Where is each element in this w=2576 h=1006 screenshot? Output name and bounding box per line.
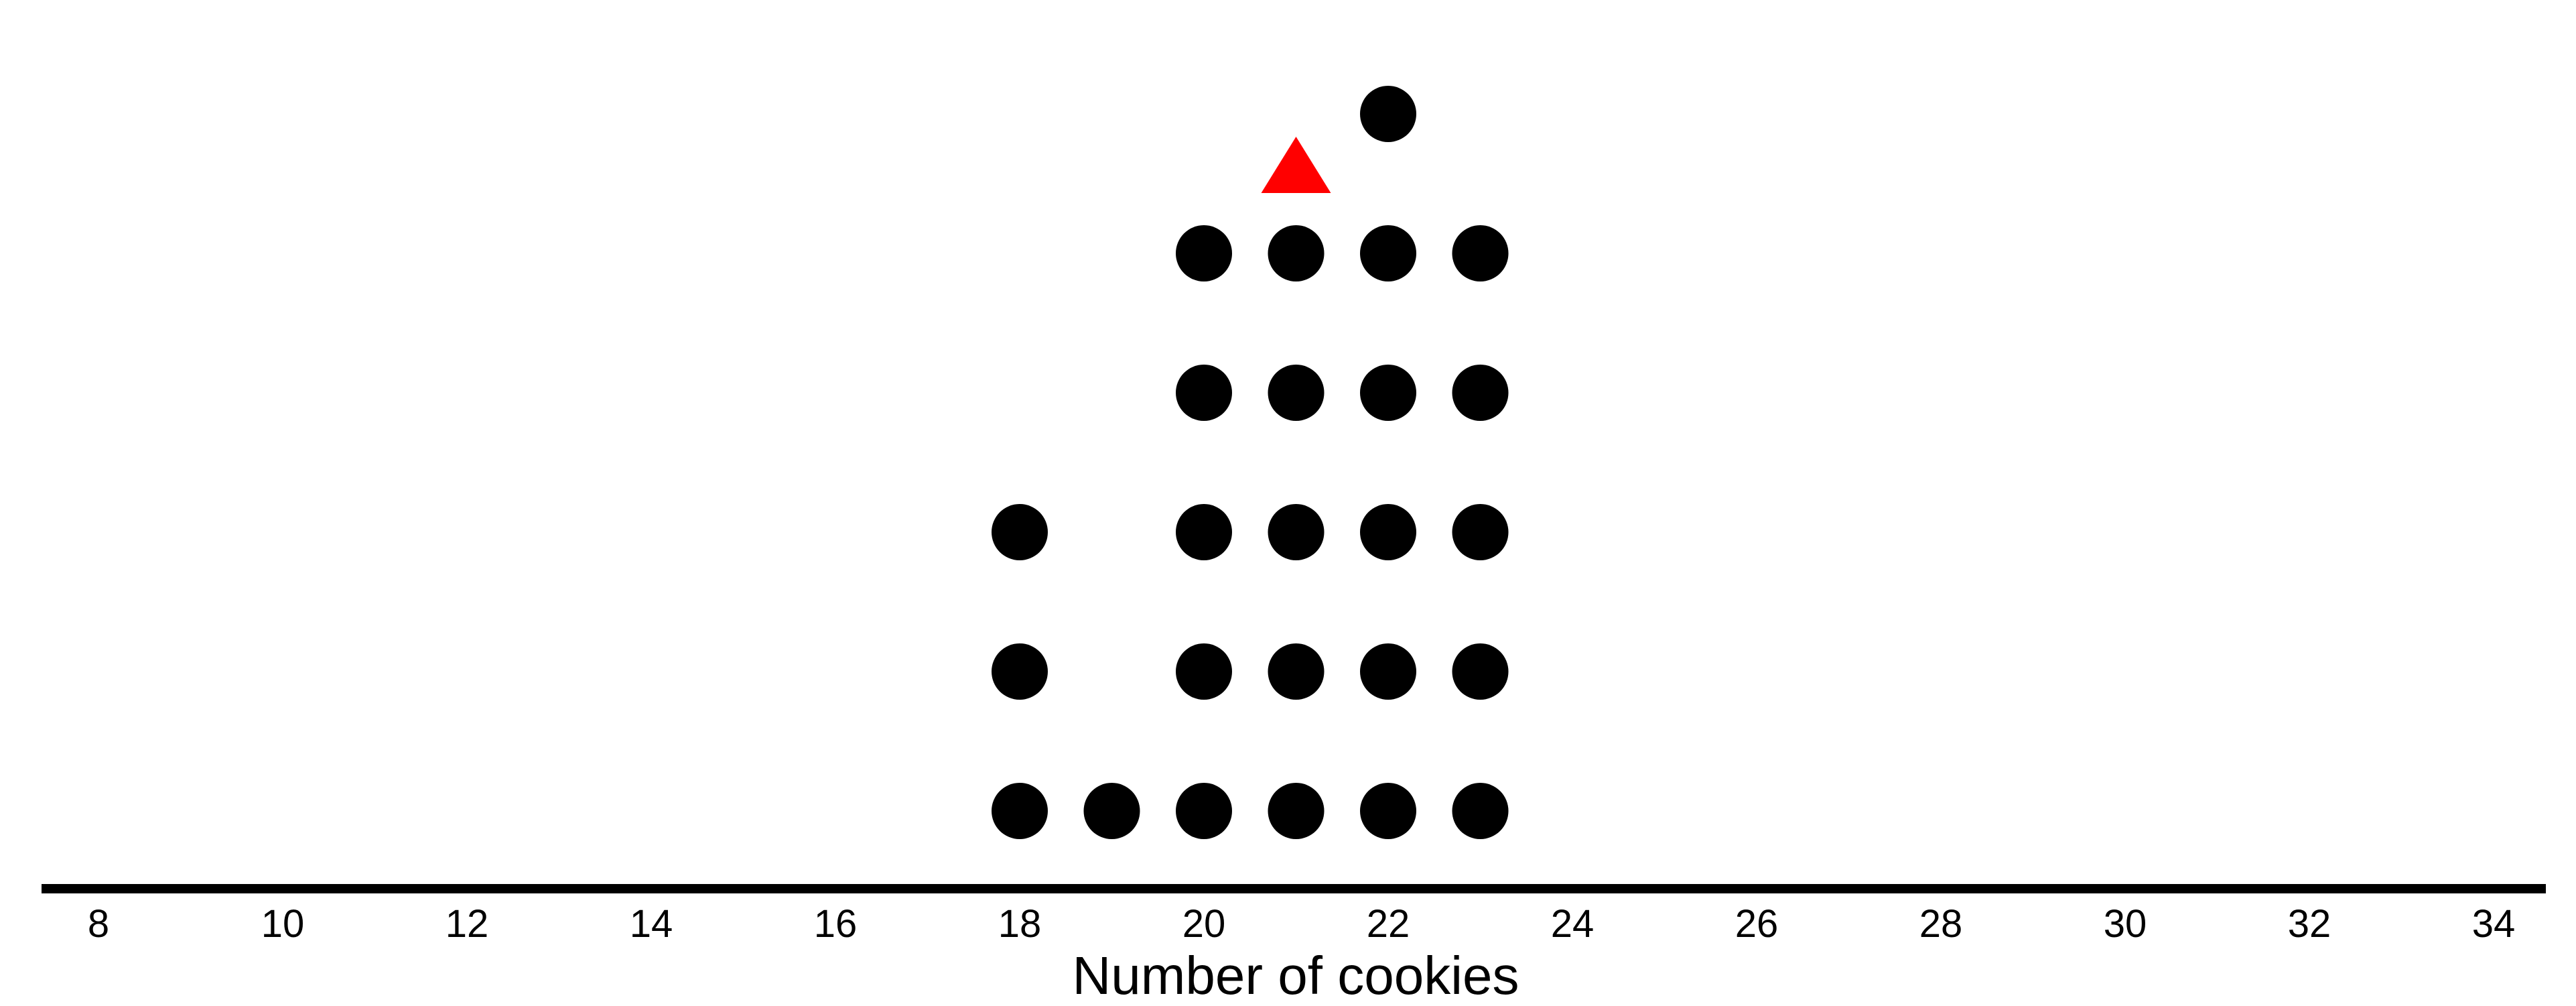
data-dot xyxy=(1360,225,1416,281)
x-tick-label: 34 xyxy=(2472,902,2516,946)
data-dot xyxy=(1268,643,1325,700)
x-tick-label: 8 xyxy=(88,902,109,946)
data-dot xyxy=(1268,504,1325,560)
x-axis-ticks: 8 10 12 14 16 18 20 22 24 26 28 30 32 34 xyxy=(88,902,2515,946)
data-dot xyxy=(1452,225,1509,281)
data-dot xyxy=(992,783,1048,839)
data-dot xyxy=(1268,225,1325,281)
data-dot xyxy=(1452,365,1509,421)
data-dot xyxy=(1176,783,1232,839)
data-dot xyxy=(992,643,1048,700)
x-tick-label: 16 xyxy=(814,902,858,946)
x-tick-label: 12 xyxy=(446,902,489,946)
data-dot xyxy=(1360,643,1416,700)
data-dot xyxy=(1452,783,1509,839)
data-dot xyxy=(1360,783,1416,839)
x-tick-label: 14 xyxy=(630,902,673,946)
x-tick-label: 30 xyxy=(2104,902,2147,946)
x-tick-label: 18 xyxy=(998,902,1042,946)
x-tick-label: 28 xyxy=(1919,902,1963,946)
x-tick-label: 24 xyxy=(1551,902,1595,946)
data-dot xyxy=(1176,643,1232,700)
data-dot xyxy=(992,504,1048,560)
x-tick-label: 26 xyxy=(1735,902,1779,946)
data-dot xyxy=(1268,365,1325,421)
dots-group xyxy=(992,86,1509,839)
data-dot xyxy=(1360,86,1416,142)
x-tick-label: 20 xyxy=(1182,902,1226,946)
marker-group xyxy=(1261,137,1331,193)
data-dot xyxy=(1176,365,1232,421)
data-dot xyxy=(1452,504,1509,560)
mean-triangle-marker xyxy=(1261,137,1331,193)
x-tick-label: 32 xyxy=(2288,902,2331,946)
data-dot xyxy=(1360,365,1416,421)
x-tick-label: 10 xyxy=(261,902,305,946)
data-dot xyxy=(1176,504,1232,560)
data-dot xyxy=(1452,643,1509,700)
data-dot xyxy=(1360,504,1416,560)
data-dot xyxy=(1083,783,1140,839)
x-tick-label: 22 xyxy=(1367,902,1410,946)
data-dot xyxy=(1268,783,1325,839)
x-axis-title: Number of cookies xyxy=(1073,946,1519,1005)
data-dot xyxy=(1176,225,1232,281)
